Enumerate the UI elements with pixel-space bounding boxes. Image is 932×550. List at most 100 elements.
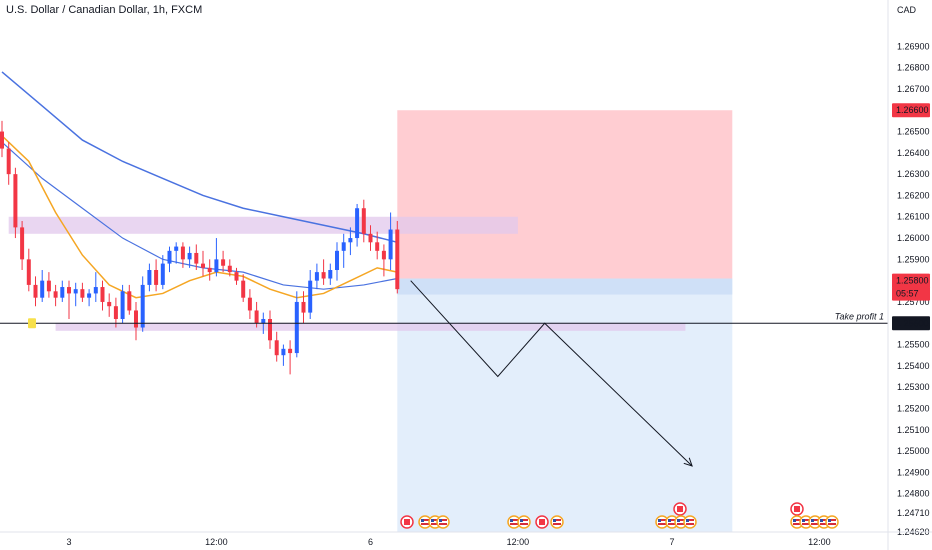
candle	[388, 212, 393, 270]
current-price-badge	[892, 273, 930, 288]
candle	[0, 120, 4, 158]
time-tick: 12:00	[205, 537, 228, 547]
economic-events	[400, 502, 839, 529]
candle	[73, 282, 78, 307]
candle-body	[355, 208, 360, 239]
take-profit-badge	[892, 316, 930, 331]
candle-body	[33, 284, 38, 298]
candle-body	[388, 229, 393, 260]
candle-body	[341, 242, 346, 251]
candle	[180, 242, 185, 268]
candle-body	[227, 265, 232, 273]
time-tick: 12:00	[507, 537, 530, 547]
candle	[107, 293, 112, 317]
candle-body	[160, 263, 165, 285]
price-tick: 1.25900	[897, 254, 930, 264]
candle-body	[214, 259, 219, 273]
price-tick: 1.24710	[897, 508, 930, 518]
candle-body	[274, 340, 279, 356]
candle	[127, 284, 132, 315]
candle-body	[301, 301, 306, 313]
candle	[321, 259, 326, 285]
candle-body	[6, 148, 11, 175]
candle-body	[80, 289, 85, 298]
canada-event-icon	[673, 502, 687, 516]
candle	[335, 242, 339, 281]
candle-body	[53, 291, 58, 298]
candle-body	[13, 174, 18, 228]
us-event-icon	[517, 515, 531, 529]
moving-average-slow	[1, 71, 398, 244]
candle	[314, 263, 319, 290]
candle	[160, 255, 165, 290]
candle	[100, 280, 105, 311]
us-event-icon	[436, 515, 450, 529]
candle	[26, 248, 31, 292]
candle-body	[308, 280, 313, 313]
candle-body	[288, 348, 293, 354]
candle	[87, 289, 92, 307]
candle-body	[93, 287, 98, 294]
candle	[167, 246, 172, 273]
price-tick: 1.26800	[897, 63, 930, 73]
candle	[140, 276, 145, 332]
candle	[194, 244, 199, 270]
time-tick: 12:00	[808, 537, 831, 547]
countdown-badge	[892, 286, 930, 301]
candle	[174, 242, 179, 264]
canada-event-icon	[535, 515, 549, 529]
us-event-icon	[550, 515, 564, 529]
price-tick: 1.26300	[897, 169, 930, 179]
candle	[361, 199, 366, 243]
candle	[214, 238, 219, 277]
candle	[227, 259, 232, 277]
candle-body	[174, 246, 179, 251]
annotations-layer: Take profit 1	[0, 280, 888, 466]
candle	[20, 221, 25, 270]
candle-body	[100, 287, 105, 302]
candle	[120, 284, 125, 324]
candle-body	[73, 289, 78, 294]
price-tick: 1.25500	[897, 340, 930, 350]
candle-body	[314, 272, 319, 281]
candle-body	[113, 306, 118, 319]
candle-body	[134, 310, 138, 328]
candle	[274, 331, 279, 362]
price-tick: 1.24800	[897, 489, 930, 499]
time-tick: 3	[66, 537, 71, 547]
candle-body	[335, 250, 339, 270]
price-tick: 1.26500	[897, 127, 930, 137]
candle-body	[261, 318, 266, 324]
price-tick: 1.26700	[897, 84, 930, 94]
candle-body	[140, 284, 145, 328]
candle-body	[375, 242, 380, 251]
candle	[13, 167, 18, 239]
zones-layer	[8, 110, 733, 532]
candle	[268, 310, 272, 349]
time-tick: 6	[368, 537, 373, 547]
candle	[80, 282, 85, 302]
alert-marker	[28, 318, 36, 329]
entry-band	[397, 278, 733, 295]
price-tick: 1.26900	[897, 41, 930, 51]
candle	[187, 246, 192, 268]
candle	[247, 289, 252, 319]
candle-body	[247, 297, 252, 311]
price-tick: 1.25200	[897, 403, 930, 413]
candle-body	[107, 301, 112, 307]
candle-body	[348, 238, 353, 243]
resistance-zone	[8, 216, 518, 234]
stop-price-badge	[892, 103, 930, 118]
candle	[381, 244, 386, 277]
price-tick: 1.25100	[897, 425, 930, 435]
candle-body	[241, 280, 246, 298]
stop-loss-zone	[397, 110, 733, 279]
price-axis: CAD 1.26900 1.26800 1.26700 1.26600 1.26500 1.…	[887, 0, 930, 550]
candle	[348, 227, 353, 256]
candle-body	[40, 280, 45, 298]
candle-body	[154, 270, 159, 285]
candle-body	[26, 259, 31, 285]
candle-body	[127, 291, 132, 311]
candle	[6, 142, 11, 185]
